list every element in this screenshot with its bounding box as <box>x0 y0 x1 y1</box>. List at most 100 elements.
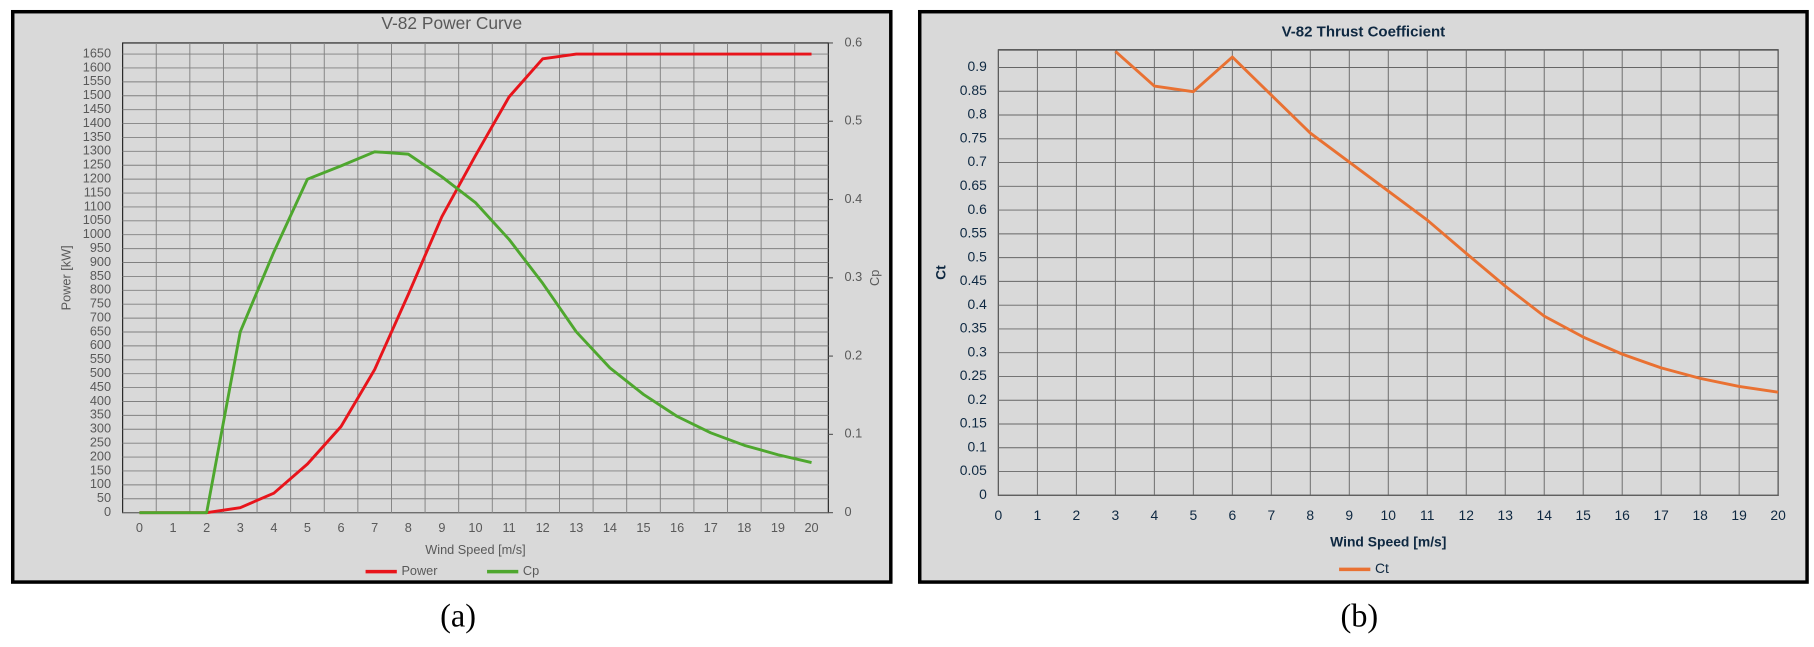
x-tick-label: 9 <box>438 520 445 535</box>
y-tick-label: 850 <box>90 268 111 283</box>
y-tick-label: 0.8 <box>968 106 988 122</box>
legend-label: Ct <box>1375 560 1389 576</box>
y-tick-label: 1350 <box>83 129 111 144</box>
y-tick-label: 550 <box>90 351 111 366</box>
x-tick-label: 3 <box>237 520 244 535</box>
data-line <box>1114 50 1779 394</box>
y-tick-label: 0.35 <box>960 320 987 336</box>
x-tick-label: 5 <box>1189 507 1197 523</box>
x-tick-label: 15 <box>636 520 650 535</box>
x-tick-label: 12 <box>1459 507 1475 523</box>
y-tick-label: 0.1 <box>968 438 988 454</box>
y-tick-label: 1500 <box>83 87 111 102</box>
x-tick-label: 10 <box>1381 507 1397 523</box>
y-axis-title: Power [kW] <box>58 245 73 310</box>
x-tick-label: 15 <box>1575 507 1591 523</box>
y-tick-label: 1650 <box>83 45 111 60</box>
x-tick-label: 18 <box>737 520 751 535</box>
chart-title: V-82 Thrust Coefficient <box>1282 24 1446 41</box>
y-tick-label: 0.85 <box>960 82 987 98</box>
y-tick-label: 0.25 <box>960 367 987 383</box>
x-tick-label: 0 <box>995 507 1003 523</box>
y-tick-label: 0.6 <box>968 201 988 217</box>
x-tick-label: 20 <box>804 520 818 535</box>
y2-tick-label: 0.2 <box>845 347 863 362</box>
y-tick-label: 0.65 <box>960 177 987 193</box>
panel-frame <box>917 9 1809 584</box>
y-tick-label: 250 <box>90 435 111 450</box>
y-tick-label: 1000 <box>83 226 111 241</box>
y-tick-label: 0.7 <box>968 153 988 169</box>
y-tick-label: 1600 <box>83 59 111 74</box>
y2-tick-label: 0.4 <box>845 191 863 206</box>
y-tick-label: 450 <box>90 379 111 394</box>
y-tick-label: 0.9 <box>968 58 988 74</box>
figure-caption: (a) <box>440 599 476 635</box>
y2-tick-label: 0 <box>845 504 852 519</box>
x-tick-label: 19 <box>1731 507 1747 523</box>
legend-label: Cp <box>523 563 539 578</box>
x-tick-label: 6 <box>338 520 345 535</box>
x-tick-label: 16 <box>1614 507 1630 523</box>
y-tick-label: 0.55 <box>960 225 987 241</box>
data-line <box>139 150 812 515</box>
y-tick-label: 700 <box>90 309 111 324</box>
y-tick-label: 0.45 <box>960 272 987 288</box>
x-tick-label: 16 <box>670 520 684 535</box>
y2-tick-label: 0.6 <box>845 34 863 49</box>
x-tick-label: 2 <box>203 520 210 535</box>
x-tick-label: 19 <box>771 520 785 535</box>
y-axis-title: Ct <box>932 265 948 280</box>
y-tick-label: 50 <box>97 490 111 505</box>
x-tick-label: 12 <box>536 520 550 535</box>
y-tick-label: 300 <box>90 421 111 436</box>
x-tick-label: 7 <box>371 520 378 535</box>
x-tick-label: 11 <box>502 520 515 535</box>
x-tick-label: 9 <box>1345 507 1353 523</box>
legend-label: Power <box>401 563 438 578</box>
y-tick-label: 0.05 <box>960 462 987 478</box>
x-tick-label: 2 <box>1073 507 1081 523</box>
x-tick-label: 8 <box>405 520 412 535</box>
x-tick-label: 11 <box>1420 507 1435 523</box>
x-tick-label: 14 <box>603 520 617 535</box>
x-tick-label: 0 <box>136 520 143 535</box>
y-tick-label: 1450 <box>83 101 111 116</box>
x-axis-title: Wind Speed [m/s] <box>1330 533 1446 549</box>
chart-title: V-82 Power Curve <box>381 13 522 33</box>
y-tick-label: 1200 <box>83 170 111 185</box>
x-tick-label: 8 <box>1306 507 1314 523</box>
y-tick-label: 1100 <box>84 198 111 213</box>
x-tick-label: 1 <box>169 520 176 535</box>
y-tick-label: 650 <box>90 323 111 338</box>
y2-tick-label: 0.3 <box>845 269 863 284</box>
y-tick-label: 1550 <box>83 73 111 88</box>
y-tick-label: 0 <box>979 486 987 502</box>
x-tick-label: 18 <box>1692 507 1708 523</box>
y-tick-label: 950 <box>90 240 111 255</box>
x-tick-label: 13 <box>569 520 583 535</box>
y-tick-label: 1150 <box>84 184 111 199</box>
x-tick-label: 17 <box>1653 507 1669 523</box>
data-line <box>139 52 812 515</box>
y-tick-label: 0.2 <box>968 391 988 407</box>
y-tick-label: 200 <box>90 448 111 463</box>
y-tick-label: 100 <box>90 476 111 491</box>
y-tick-label: 900 <box>90 254 111 269</box>
x-tick-label: 4 <box>1150 507 1158 523</box>
y-tick-label: 400 <box>90 393 111 408</box>
y-tick-label: 800 <box>90 282 111 297</box>
y-tick-label: 0.75 <box>960 129 987 145</box>
y-tick-label: 1300 <box>83 143 111 158</box>
y-tick-label: 750 <box>90 296 111 311</box>
y-tick-label: 0.3 <box>968 343 988 359</box>
x-tick-label: 17 <box>704 520 718 535</box>
y2-tick-label: 0.1 <box>845 426 863 441</box>
y2-tick-label: 0.5 <box>845 113 863 128</box>
y-tick-label: 1250 <box>83 157 111 172</box>
y-tick-label: 0 <box>104 504 111 519</box>
panel-frame <box>10 9 893 584</box>
x-tick-label: 4 <box>270 520 277 535</box>
